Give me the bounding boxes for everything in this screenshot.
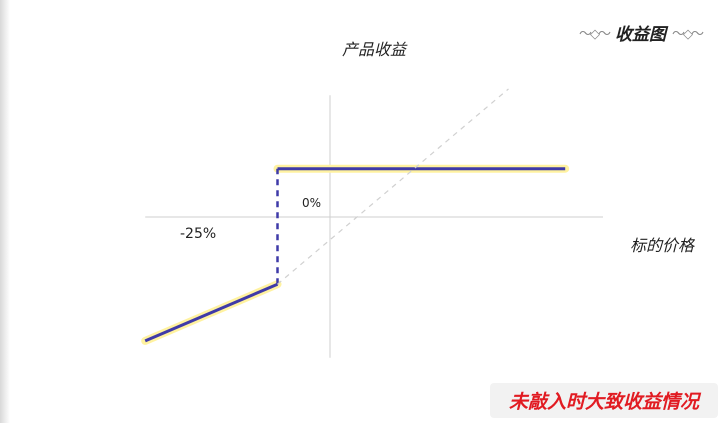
left-edge-shadow: [0, 0, 10, 423]
origin-tick-label: 0%: [302, 196, 322, 210]
reference-diagonal-line: [277, 88, 509, 285]
left-ornament-icon: 〜◇〜: [579, 26, 611, 42]
y-axis-label: 产品收益: [342, 40, 407, 59]
x-axis-label: 标的价格: [630, 236, 695, 255]
right-ornament-icon: 〜◇〜: [672, 26, 704, 42]
series-line-0: [144, 282, 279, 343]
chart-title: 收益图: [615, 24, 666, 45]
chart-caption: 未敲入时大致收益情况: [490, 383, 718, 418]
barrier-tick-label: -25%: [180, 226, 217, 242]
chart-title-box: 〜◇〜 收益图 〜◇〜: [579, 18, 704, 46]
